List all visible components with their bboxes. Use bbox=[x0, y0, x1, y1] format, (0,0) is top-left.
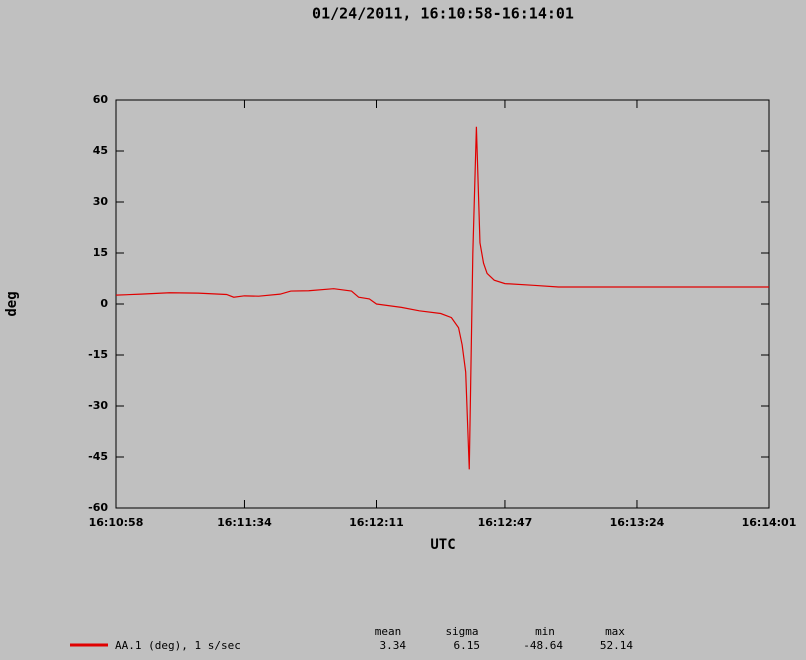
stat-value: 6.15 bbox=[454, 639, 481, 652]
y-tick-label: 0 bbox=[100, 297, 108, 310]
y-tick-label: -60 bbox=[88, 501, 108, 514]
y-tick-label: 45 bbox=[93, 144, 108, 157]
y-tick-label: -30 bbox=[88, 399, 108, 412]
stat-header: max bbox=[605, 625, 625, 638]
stat-header: sigma bbox=[445, 625, 478, 638]
y-tick-label: 15 bbox=[93, 246, 108, 259]
x-tick-label: 16:10:58 bbox=[89, 516, 144, 529]
x-tick-label: 16:11:34 bbox=[217, 516, 272, 529]
y-tick-label: 60 bbox=[93, 93, 109, 106]
y-tick-label: -45 bbox=[88, 450, 108, 463]
data-line bbox=[115, 126, 769, 470]
stat-value: 3.34 bbox=[380, 639, 407, 652]
stat-value: -48.64 bbox=[523, 639, 563, 652]
y-axis-label: deg bbox=[4, 291, 20, 316]
x-tick-label: 16:12:11 bbox=[349, 516, 404, 529]
plot-frame bbox=[115, 99, 770, 509]
stat-value: 52.14 bbox=[600, 639, 633, 652]
chart-title: 01/24/2011, 16:10:58-16:14:01 bbox=[312, 5, 574, 23]
x-tick-label: 16:13:24 bbox=[610, 516, 665, 529]
y-tick-label: 30 bbox=[93, 195, 109, 208]
x-tick-label: 16:14:01 bbox=[742, 516, 797, 529]
x-axis-label: UTC bbox=[430, 537, 455, 553]
stat-header: min bbox=[535, 625, 555, 638]
x-tick-label: 16:12:47 bbox=[478, 516, 533, 529]
legend-label: AA.1 (deg), 1 s/sec bbox=[115, 639, 241, 652]
stat-header: mean bbox=[375, 625, 402, 638]
y-tick-label: -15 bbox=[88, 348, 108, 361]
